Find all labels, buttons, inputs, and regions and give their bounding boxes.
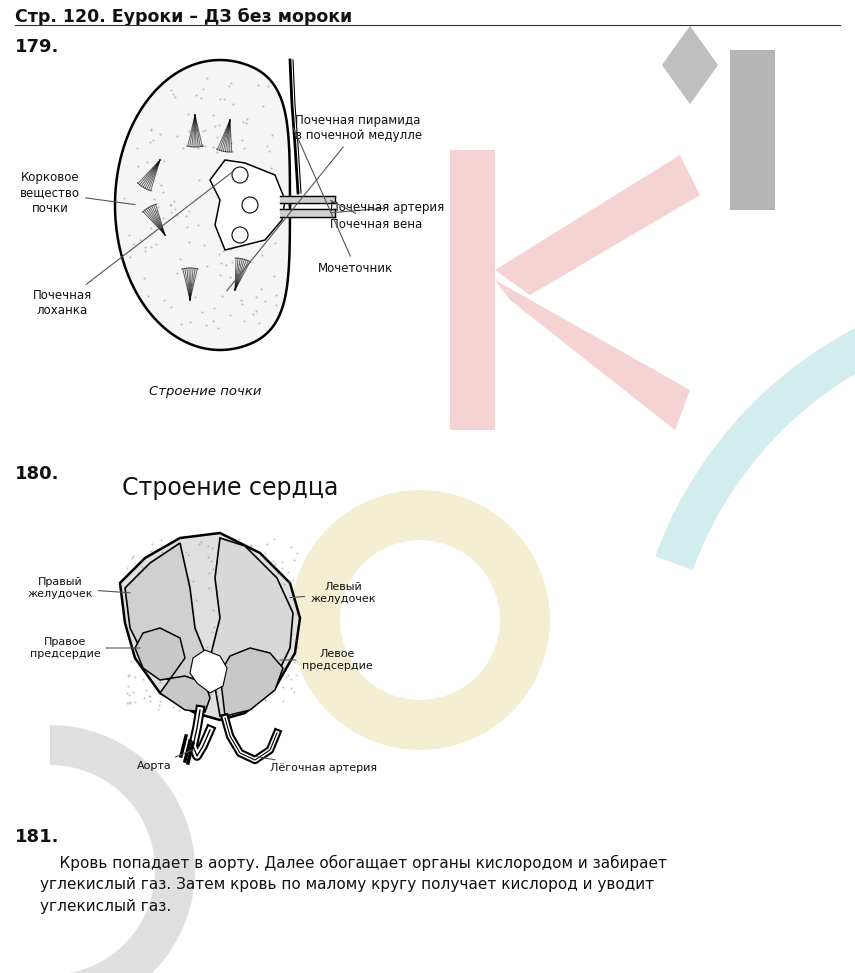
Text: Лёгочная артерия: Лёгочная артерия [256, 756, 377, 773]
Polygon shape [135, 628, 210, 712]
Circle shape [290, 490, 550, 750]
Circle shape [340, 540, 500, 700]
Text: углекислый газ. Затем кровь по малому кругу получает кислород и уводит: углекислый газ. Затем кровь по малому кр… [40, 877, 654, 892]
Polygon shape [662, 26, 718, 104]
Text: Почечная пирамида
в почечной медулле: Почечная пирамида в почечной медулле [227, 114, 422, 291]
Text: Почечная
лоханка: Почечная лоханка [32, 171, 233, 317]
Text: 181.: 181. [15, 828, 60, 846]
Polygon shape [495, 155, 700, 295]
Polygon shape [50, 725, 195, 973]
Text: Левый
желудочек: Левый желудочек [290, 582, 375, 604]
Circle shape [232, 167, 248, 183]
Polygon shape [120, 533, 300, 720]
Text: углекислый газ.: углекислый газ. [40, 899, 171, 914]
Polygon shape [210, 538, 293, 716]
Polygon shape [730, 50, 775, 210]
Text: 180.: 180. [15, 465, 60, 483]
Text: Левое
предсердие: Левое предсердие [280, 649, 373, 670]
Polygon shape [115, 60, 290, 350]
Polygon shape [125, 543, 210, 698]
Text: Почечная артерия: Почечная артерия [330, 201, 445, 214]
Text: Корковое
вещество
почки: Корковое вещество почки [20, 171, 135, 214]
Polygon shape [450, 150, 495, 430]
Circle shape [242, 197, 258, 213]
Circle shape [232, 227, 248, 243]
Text: 179.: 179. [15, 38, 59, 56]
Text: Правое
предсердие: Правое предсердие [30, 637, 140, 659]
Text: Аорта: Аорта [137, 749, 194, 771]
Text: Кровь попадает в аорту. Далее обогащает органы кислородом и забирает: Кровь попадает в аорту. Далее обогащает … [40, 855, 667, 871]
Polygon shape [220, 648, 283, 716]
Text: Мочеточник: Мочеточник [293, 127, 393, 274]
Polygon shape [495, 280, 690, 430]
Text: Стр. 120. Еуроки – ДЗ без мороки: Стр. 120. Еуроки – ДЗ без мороки [15, 8, 352, 26]
Polygon shape [190, 650, 227, 693]
Polygon shape [210, 160, 285, 250]
Text: Строение сердца: Строение сердца [121, 476, 339, 500]
Text: Правый
желудочек: Правый желудочек [27, 577, 130, 598]
Text: Строение почки: Строение почки [149, 385, 262, 398]
Polygon shape [655, 286, 855, 570]
Text: Почечная вена: Почечная вена [330, 200, 422, 231]
